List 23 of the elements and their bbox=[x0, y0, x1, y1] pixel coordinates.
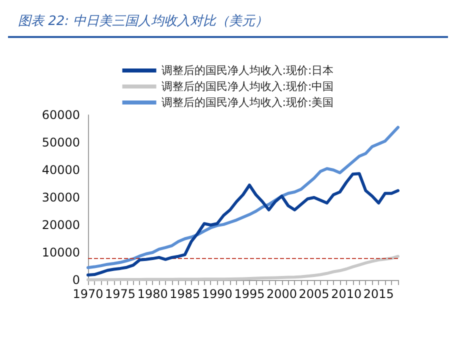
legend-label: 调整后的国民净人均收入:现价:日本 bbox=[161, 64, 334, 77]
x-tick-label: 1975 bbox=[105, 287, 136, 301]
y-tick-label: 10000 bbox=[42, 246, 80, 260]
x-tick-label: 2005 bbox=[298, 287, 330, 301]
legend-label: 调整后的国民净人均收入:现价:美国 bbox=[161, 96, 334, 109]
x-tick-label: 1985 bbox=[170, 287, 200, 301]
legend-label: 调整后的国民净人均收入:现价:中国 bbox=[161, 80, 334, 93]
y-tick-label: 30000 bbox=[42, 190, 80, 204]
x-tick-label: 2015 bbox=[363, 287, 394, 301]
x-tick-label: 1970 bbox=[72, 287, 104, 301]
x-tick-label: 2000 bbox=[266, 287, 298, 301]
line-series bbox=[86, 126, 400, 270]
y-tick-label: 50000 bbox=[42, 136, 80, 150]
y-tick-label: 20000 bbox=[42, 218, 80, 232]
x-tick-label: 1995 bbox=[234, 287, 265, 301]
y-tick-label: 40000 bbox=[42, 163, 80, 177]
chart-title: 图表 22: 中日美三国人均收入对比（美元） bbox=[8, 8, 448, 38]
y-tick-label: 60000 bbox=[42, 108, 80, 122]
x-tick-label: 1980 bbox=[137, 287, 168, 301]
y-tick-label: 0 bbox=[72, 273, 80, 287]
line-series bbox=[86, 172, 400, 277]
x-tick-label: 1990 bbox=[202, 287, 232, 301]
x-tick-label: 2010 bbox=[331, 287, 362, 301]
